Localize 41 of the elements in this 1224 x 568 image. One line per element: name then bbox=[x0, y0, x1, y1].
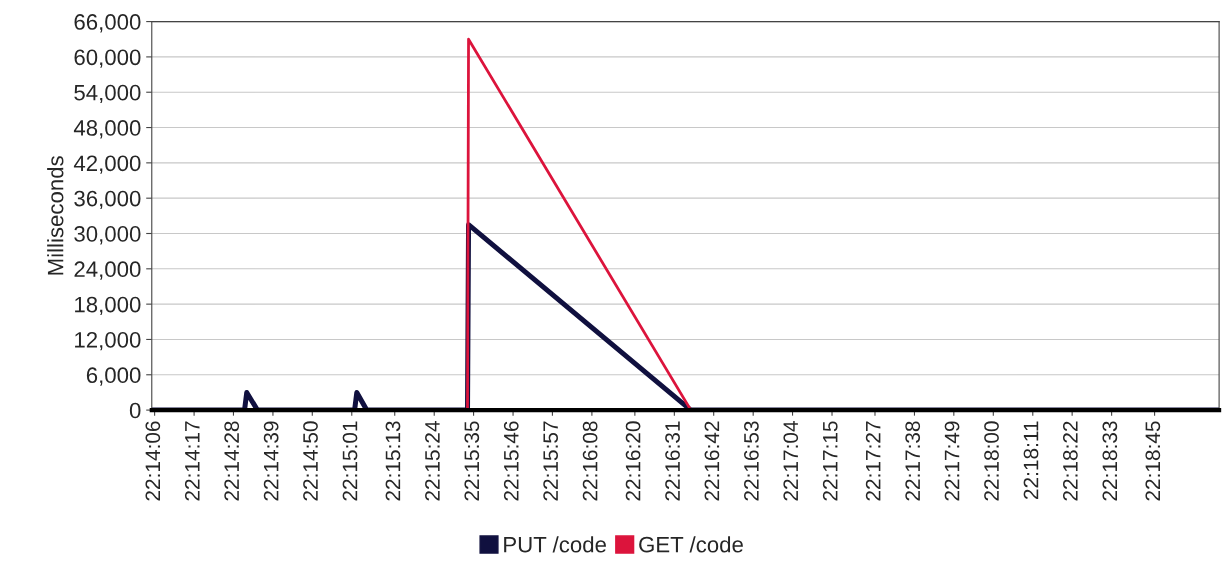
x-tick-label: 22:15:46 bbox=[503, 421, 519, 501]
y-tick-label: 12,000 bbox=[75, 331, 141, 351]
y-tick-label: 30,000 bbox=[74, 226, 141, 245]
x-tick-label: 22:18:33 bbox=[1102, 421, 1118, 501]
legend-label: GET /code bbox=[639, 536, 743, 553]
y-tick-label: 6,000 bbox=[86, 367, 141, 386]
y-tick-label: 54,000 bbox=[74, 84, 141, 104]
x-tick-label: 22:18:45 bbox=[1145, 421, 1161, 501]
x-tick-label: 22:14:17 bbox=[184, 421, 200, 501]
x-tick-label: 22:18:22 bbox=[1062, 421, 1078, 501]
y-tick-label: 60,000 bbox=[74, 49, 141, 68]
x-tick-label: 22:15:35 bbox=[464, 421, 480, 501]
x-tick-label: 22:17:15 bbox=[822, 421, 838, 501]
y-tick-label: 18,000 bbox=[75, 296, 141, 316]
x-tick-label: 22:18:11 bbox=[1023, 421, 1039, 500]
x-tick-label: 22:16:20 bbox=[625, 421, 641, 501]
y-tick-label: 42,000 bbox=[73, 155, 141, 174]
x-tick-label: 22:14:39 bbox=[263, 421, 279, 501]
x-tick-label: 22:14:50 bbox=[303, 421, 318, 501]
x-tick-label: 22:18:00 bbox=[984, 421, 999, 501]
y-tick-label: 48,000 bbox=[73, 120, 141, 139]
legend-label: PUT /code bbox=[504, 536, 606, 553]
x-tick-label: 22:16:42 bbox=[704, 421, 720, 501]
x-tick-label: 22:17:04 bbox=[783, 421, 799, 501]
y-tick-label: 36,000 bbox=[74, 190, 141, 210]
x-tick-label: 22:17:38 bbox=[905, 421, 921, 501]
y-tick-label: 66,000 bbox=[74, 14, 141, 33]
x-tick-label: 22:17:49 bbox=[944, 421, 960, 501]
x-tick-label: 22:16:08 bbox=[582, 421, 598, 501]
x-tick-label: 22:15:13 bbox=[385, 421, 401, 501]
y-axis-title: Milliseconds bbox=[47, 156, 64, 275]
x-tick-label: 22:17:27 bbox=[865, 421, 881, 501]
x-tick-label: 22:15:01 bbox=[342, 421, 358, 501]
y-tick-label: 24,000 bbox=[74, 261, 141, 280]
x-tick-label: 22:16:53 bbox=[744, 421, 759, 501]
x-tick-label: 22:14:06 bbox=[145, 421, 161, 501]
x-tick-label: 22:14:28 bbox=[224, 421, 240, 501]
y-tick-label: 0 bbox=[129, 402, 141, 419]
x-tick-label: 22:15:57 bbox=[543, 421, 558, 501]
x-tick-label: 22:16:31 bbox=[665, 421, 680, 501]
x-tick-label: 22:15:24 bbox=[425, 421, 440, 501]
